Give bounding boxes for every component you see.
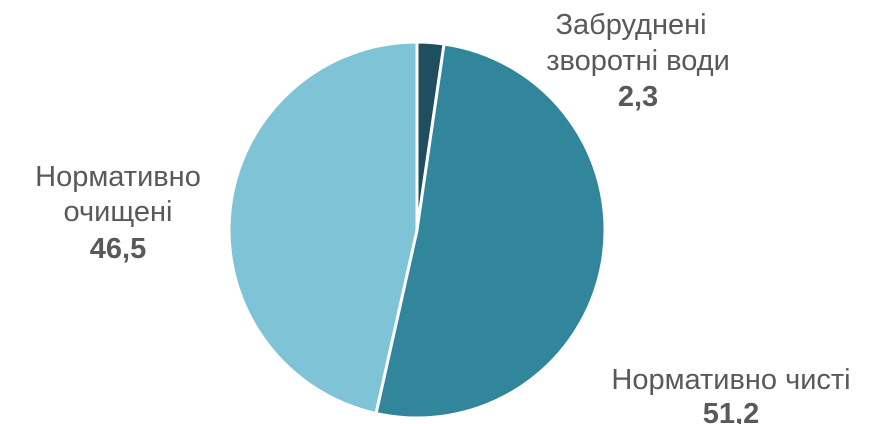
slice-label-normative-treated-line-2: очищені xyxy=(64,196,173,228)
slice-value-polluted: 2,3 xyxy=(618,81,658,113)
slice-label-normative-treated-line-1: Нормативно xyxy=(35,161,201,193)
slice-label-polluted: Забруднені зворотні води 2,3 xyxy=(546,9,730,113)
slice-label-normative-clean: Нормативно чисті 51,2 xyxy=(611,364,850,424)
slice-label-normative-clean-line-1: Нормативно чисті xyxy=(611,364,850,396)
slice-label-normative-treated: Нормативно очищені 46,5 xyxy=(35,161,201,265)
slice-value-normative-treated: 46,5 xyxy=(90,233,146,265)
slice-label-polluted-line-2: зворотні води xyxy=(546,45,730,77)
slice-value-normative-clean: 51,2 xyxy=(703,398,759,424)
pie-slice-normative-treated xyxy=(227,40,419,415)
pie-slice-normative-clean xyxy=(374,42,607,420)
pie-slices xyxy=(227,40,607,420)
slice-label-polluted-line-1: Забруднені xyxy=(555,9,706,41)
